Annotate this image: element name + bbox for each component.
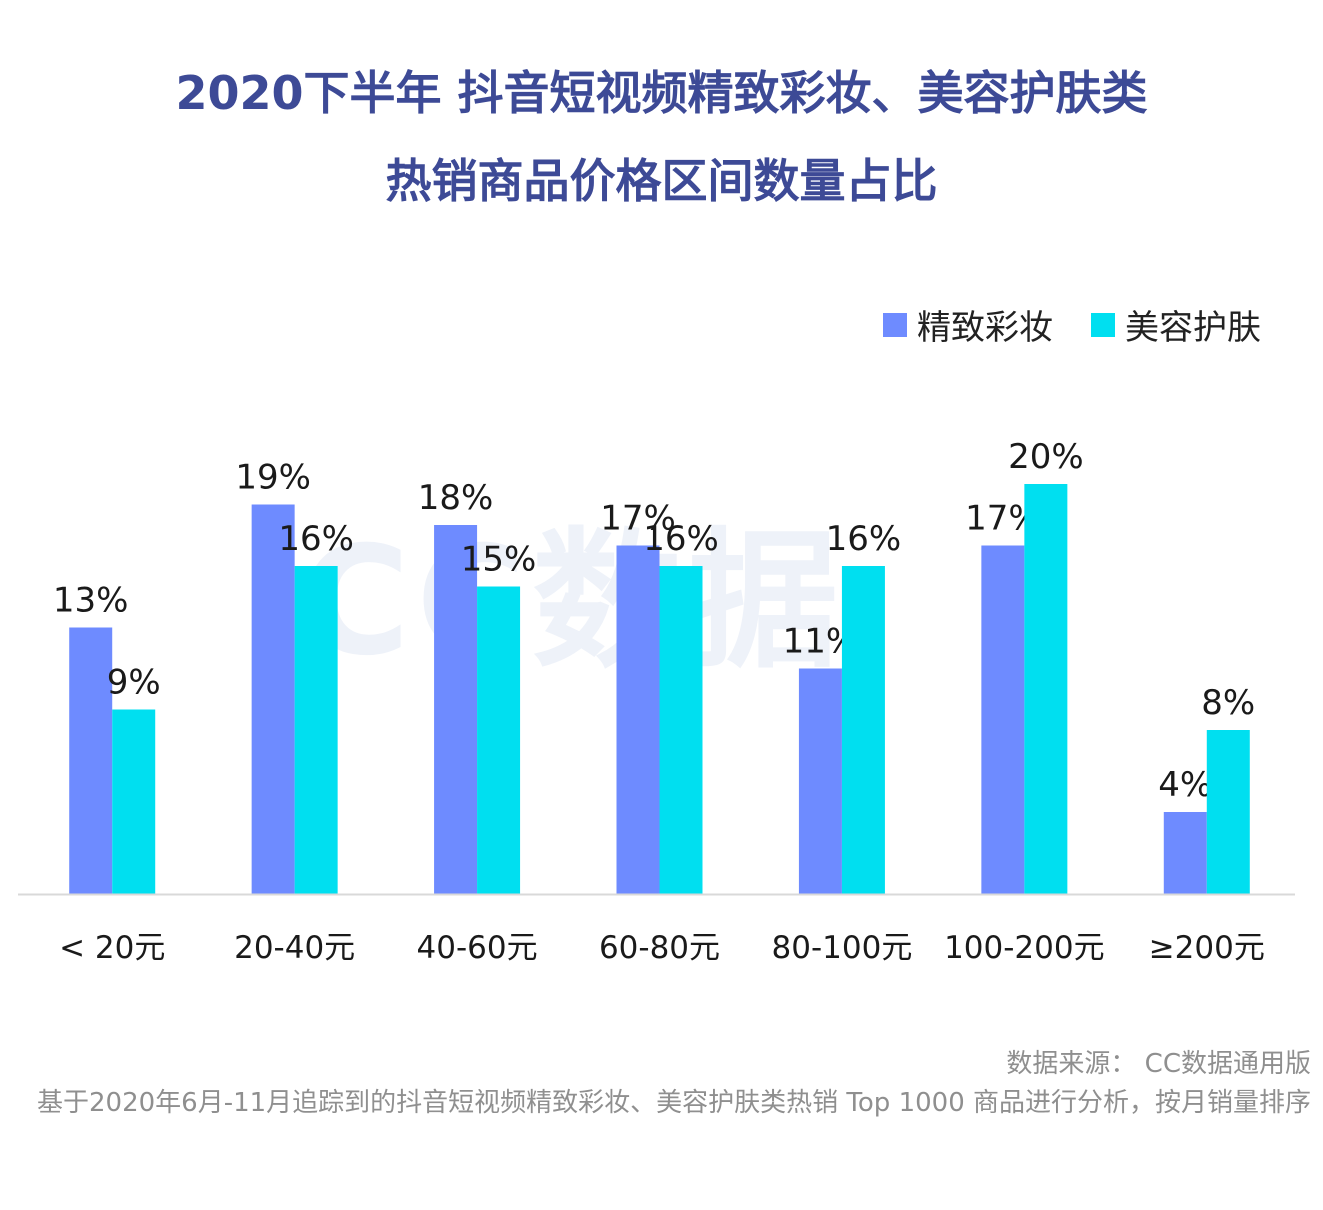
data-label-series-2-4: 16% bbox=[826, 519, 902, 559]
data-label-series-1-0: 13% bbox=[53, 581, 129, 621]
legend-label-series-1: 精致彩妆 bbox=[917, 308, 1053, 348]
x-tick-label-2: 40-60元 bbox=[417, 930, 538, 966]
chart-title-line1: 2020下半年 抖音短视频精致彩妆、美容护肤类 bbox=[175, 66, 1148, 120]
bar-series-2-6 bbox=[1206, 730, 1250, 894]
bar-series-2-0 bbox=[112, 709, 156, 894]
data-label-series-2-3: 16% bbox=[643, 519, 719, 559]
bar-series-2-4 bbox=[841, 566, 885, 894]
bar-series-1-6 bbox=[1163, 812, 1207, 894]
legend-item-series-2: 美容护肤 bbox=[1091, 300, 1261, 349]
x-tick-label-0: < 20元 bbox=[59, 930, 165, 966]
legend-label-series-2: 美容护肤 bbox=[1125, 308, 1261, 348]
legend-swatch-series-2 bbox=[1091, 312, 1115, 337]
data-label-series-2-0: 9% bbox=[107, 663, 161, 703]
legend-swatch-series-1 bbox=[883, 312, 907, 337]
data-label-series-1-3: 17% bbox=[600, 499, 676, 539]
data-label-series-2-5: 20% bbox=[1008, 437, 1084, 477]
bar-series-1-4 bbox=[798, 668, 842, 894]
bar-series-1-0 bbox=[69, 627, 113, 894]
data-label-series-2-1: 16% bbox=[278, 519, 354, 559]
x-tick-label-6: ≥200元 bbox=[1149, 930, 1265, 966]
x-tick-label-4: 80-100元 bbox=[772, 930, 913, 966]
bar-series-1-1 bbox=[251, 504, 295, 894]
bar-series-2-3 bbox=[659, 566, 703, 894]
data-label-series-1-6: 4% bbox=[1158, 765, 1212, 805]
data-label-series-1-2: 18% bbox=[418, 478, 494, 518]
data-label-series-1-1: 19% bbox=[235, 458, 311, 498]
x-tick-label-1: 20-40元 bbox=[234, 930, 355, 966]
bar-series-1-3 bbox=[616, 545, 660, 894]
chart-legend: 精致彩妆 美容护肤 bbox=[845, 300, 1261, 349]
legend-item-series-1: 精致彩妆 bbox=[883, 300, 1053, 349]
data-label-series-2-6: 8% bbox=[1201, 683, 1255, 723]
bar-series-2-1 bbox=[294, 566, 338, 894]
data-label-series-2-2: 15% bbox=[461, 540, 537, 580]
x-tick-label-5: 100-200元 bbox=[944, 930, 1105, 966]
bar-series-1-5 bbox=[981, 545, 1025, 894]
watermark-logo: CC数据 bbox=[300, 515, 845, 689]
x-tick-label-3: 60-80元 bbox=[599, 930, 720, 966]
data-source-note: 数据来源： CC数据通用版 bbox=[1006, 1049, 1311, 1079]
bar-series-1-2 bbox=[434, 525, 478, 894]
bar-series-2-5 bbox=[1024, 484, 1068, 894]
data-description-note: 基于2020年6月-11月追踪到的抖音短视频精致彩妆、美容护肤类热销 Top 1… bbox=[36, 1088, 1311, 1118]
bar-series-2-2 bbox=[477, 586, 521, 894]
chart-title-line2: 热销商品价格区间数量占比 bbox=[385, 154, 938, 208]
